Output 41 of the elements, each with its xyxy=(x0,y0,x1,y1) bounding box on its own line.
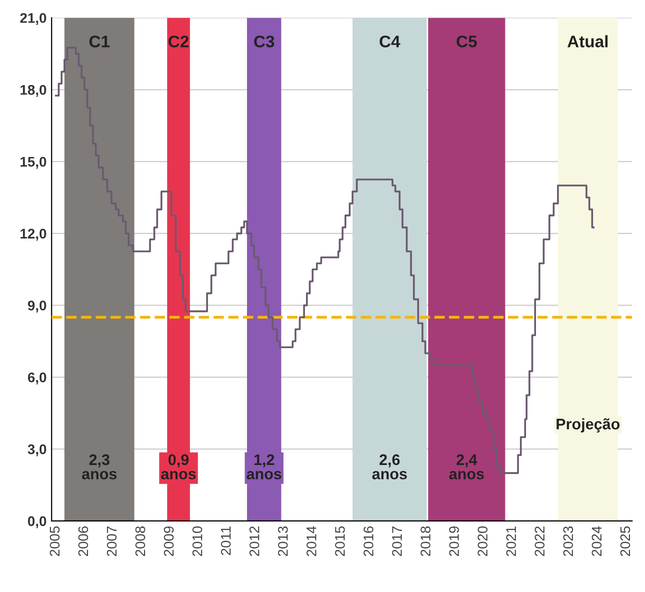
x-tick-label: 2014 xyxy=(306,526,316,556)
y-tick-label: 9,0 xyxy=(28,300,46,312)
y-tick-label: 21,0 xyxy=(20,13,46,25)
y-tick-label: 3,0 xyxy=(28,444,46,456)
x-tick-label: 2005 xyxy=(50,526,60,556)
x-tick-label: 2009 xyxy=(164,526,174,556)
band-label: C3 xyxy=(254,36,274,48)
x-tick-label: 2021 xyxy=(506,526,516,556)
x-tick-label: 2010 xyxy=(192,526,202,556)
x-tick-label: 2020 xyxy=(478,526,488,556)
x-tick-label: 2012 xyxy=(249,526,260,556)
x-tick-label: 2006 xyxy=(78,526,88,556)
annotation: Projeção xyxy=(556,418,620,432)
annotation: 2,3 anos xyxy=(82,454,117,480)
x-tick-label: 2019 xyxy=(449,526,459,556)
band-label: Atual xyxy=(567,35,608,48)
band-label: C1 xyxy=(89,36,110,48)
x-tick-label: 2015 xyxy=(335,526,345,556)
x-tick-label: 2007 xyxy=(106,526,117,556)
x-tick-label: 2025 xyxy=(620,526,630,556)
annotation: 1,2 anos xyxy=(246,454,282,480)
band-label: C2 xyxy=(168,36,189,48)
y-tick-label: 18,0 xyxy=(20,84,46,97)
x-tick-label: 2022 xyxy=(534,526,545,556)
y-tick-label: 12,0 xyxy=(20,228,46,241)
x-tick-label: 2013 xyxy=(278,526,288,556)
x-tick-label: 2016 xyxy=(364,526,374,556)
y-tick-label: 0,0 xyxy=(28,516,46,528)
x-tick-label: 2023 xyxy=(563,526,574,556)
x-tick-label: 2018 xyxy=(420,526,430,556)
x-tick-label: 2008 xyxy=(135,526,146,556)
x-tick-label: 2017 xyxy=(392,526,402,556)
x-tick-label: 2024 xyxy=(592,526,602,556)
band-label: C4 xyxy=(380,36,400,48)
y-tick-label: 15,0 xyxy=(20,156,46,169)
band-label: C5 xyxy=(456,36,477,48)
annotation: 2,4 anos xyxy=(449,454,484,480)
x-tick-label: 2011 xyxy=(220,526,231,555)
annotation: 2,6 anos xyxy=(372,454,407,480)
annotation: 0,9 anos xyxy=(161,454,196,480)
y-tick-label: 6,0 xyxy=(28,372,46,384)
